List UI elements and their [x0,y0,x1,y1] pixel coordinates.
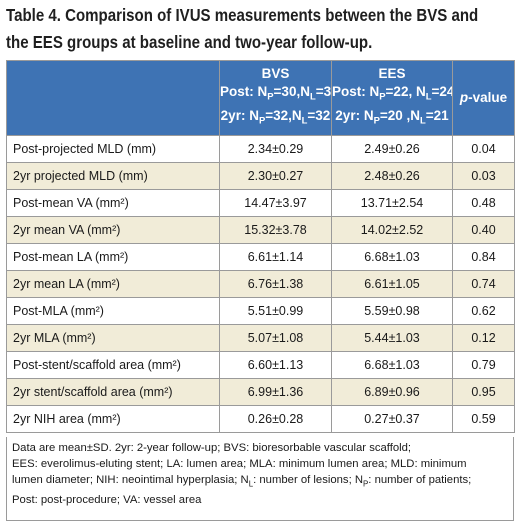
ees-value: 2.49±0.26 [331,135,453,163]
ivus-table: BVS Post: NP=30,NL=30 2yr: NP=32,NL=32 E… [6,60,515,433]
table-row: Post-mean VA (mm²) 14.47±3.97 13.71±2.54 0.… [6,189,515,217]
header-empty-cell [6,60,220,136]
row-label: Post-stent/scaffold area (mm²) [6,351,220,379]
header-ees-title: EES [378,66,406,82]
row-label: 2yr NIH area (mm²) [6,405,220,433]
row-label: Post-mean VA (mm²) [6,189,220,217]
bvs-value: 2.34±0.29 [219,135,332,163]
footnote-line-1: Data are mean±SD. 2yr: 2-year follow-up;… [12,442,412,454]
bvs-value: 14.47±3.97 [219,189,332,217]
p-value: 0.62 [452,297,515,325]
row-label: 2yr mean VA (mm²) [6,216,220,244]
footnote-line-2: EES: everolimus-eluting stent; LA: lumen… [12,458,467,470]
p-value: 0.74 [452,270,515,298]
header-ees: EES Post: NP=22, NL=24 2yr: NP=20 ,NL=21 [331,60,453,136]
header-bvs: BVS Post: NP=30,NL=30 2yr: NP=32,NL=32 [219,60,332,136]
ees-value: 6.68±1.03 [331,243,453,271]
ees-value: 6.89±0.96 [331,378,453,406]
table-row: 2yr projected MLD (mm) 2.30±0.27 2.48±0.26… [6,162,515,190]
ees-value: 5.44±1.03 [331,324,453,352]
bvs-value: 6.99±1.36 [219,378,332,406]
header-ees-post: Post: NP=22, NL=24 [332,84,453,103]
p-value: 0.59 [452,405,515,433]
row-label: 2yr projected MLD (mm) [6,162,220,190]
caption-line-2: the EES groups at baseline and two-year … [6,32,373,52]
table-row: Post-MLA (mm²) 5.51±0.99 5.59±0.98 0.62 [6,297,515,325]
bvs-value: 6.60±1.13 [219,351,332,379]
p-value: 0.03 [452,162,515,190]
header-p-value: p-value [452,60,515,136]
row-label: 2yr stent/scaffold area (mm²) [6,378,220,406]
ees-value: 6.68±1.03 [331,351,453,379]
p-value: 0.95 [452,378,515,406]
row-label: 2yr mean LA (mm²) [6,270,220,298]
header-bvs-post: Post: NP=30,NL=30 [220,84,332,103]
table-header: BVS Post: NP=30,NL=30 2yr: NP=32,NL=32 E… [6,60,515,136]
row-label: 2yr MLA (mm²) [6,324,220,352]
row-label: Post-MLA (mm²) [6,297,220,325]
ees-value: 14.02±2.52 [331,216,453,244]
bvs-value: 5.07±1.08 [219,324,332,352]
row-label: Post-mean LA (mm²) [6,243,220,271]
ees-value: 2.48±0.26 [331,162,453,190]
table-row: 2yr NIH area (mm²) 0.26±0.28 0.27±0.37 0.59 [6,405,515,433]
row-label: Post-projected MLD (mm) [6,135,220,163]
p-value: 0.48 [452,189,515,217]
header-bvs-2yr: 2yr: NP=32,NL=32 [220,108,331,127]
ees-value: 13.71±2.54 [331,189,453,217]
bvs-value: 0.26±0.28 [219,405,332,433]
bvs-value: 2.30±0.27 [219,162,332,190]
caption-line-1: Table 4. Comparison of IVUS measurements… [6,5,479,25]
table-body: Post-projected MLD (mm) 2.34±0.29 2.49±0.2… [6,135,515,433]
p-value: 0.12 [452,324,515,352]
bvs-value: 5.51±0.99 [219,297,332,325]
table-row: 2yr MLA (mm²) 5.07±1.08 5.44±1.03 0.12 [6,324,515,352]
header-ees-2yr: 2yr: NP=20 ,NL=21 [335,108,449,127]
table-row: 2yr stent/scaffold area (mm²) 6.99±1.36 6.… [6,378,515,406]
table-caption: Table 4. Comparison of IVUS measurements… [6,2,478,56]
p-value: 0.79 [452,351,515,379]
ees-value: 6.61±1.05 [331,270,453,298]
table-row: Post-stent/scaffold area (mm²) 6.60±1.13 6… [6,351,515,379]
table-footnote: Data are mean±SD. 2yr: 2-year follow-up;… [6,437,514,521]
bvs-value: 6.76±1.38 [219,270,332,298]
header-bvs-title: BVS [261,66,290,82]
bvs-value: 15.32±3.78 [219,216,332,244]
p-value: 0.84 [452,243,515,271]
p-value: 0.04 [452,135,515,163]
table-row: 2yr mean VA (mm²) 15.32±3.78 14.02±2.52 0.4… [6,216,515,244]
p-value: 0.40 [452,216,515,244]
footnote-line-3: lumen diameter; NIH: neointimal hyperpla… [12,474,472,489]
ees-value: 5.59±0.98 [331,297,453,325]
table-row: Post-mean LA (mm²) 6.61±1.14 6.68±1.03 0.84 [6,243,515,271]
bvs-value: 6.61±1.14 [219,243,332,271]
footnote-line-4: Post: post-procedure; VA: vessel area [12,494,202,507]
header-row: BVS Post: NP=30,NL=30 2yr: NP=32,NL=32 E… [6,60,515,136]
ees-value: 0.27±0.37 [331,405,453,433]
table-row: 2yr mean LA (mm²) 6.76±1.38 6.61±1.05 0.74 [6,270,515,298]
table-row: Post-projected MLD (mm) 2.34±0.29 2.49±0.2… [6,135,515,163]
